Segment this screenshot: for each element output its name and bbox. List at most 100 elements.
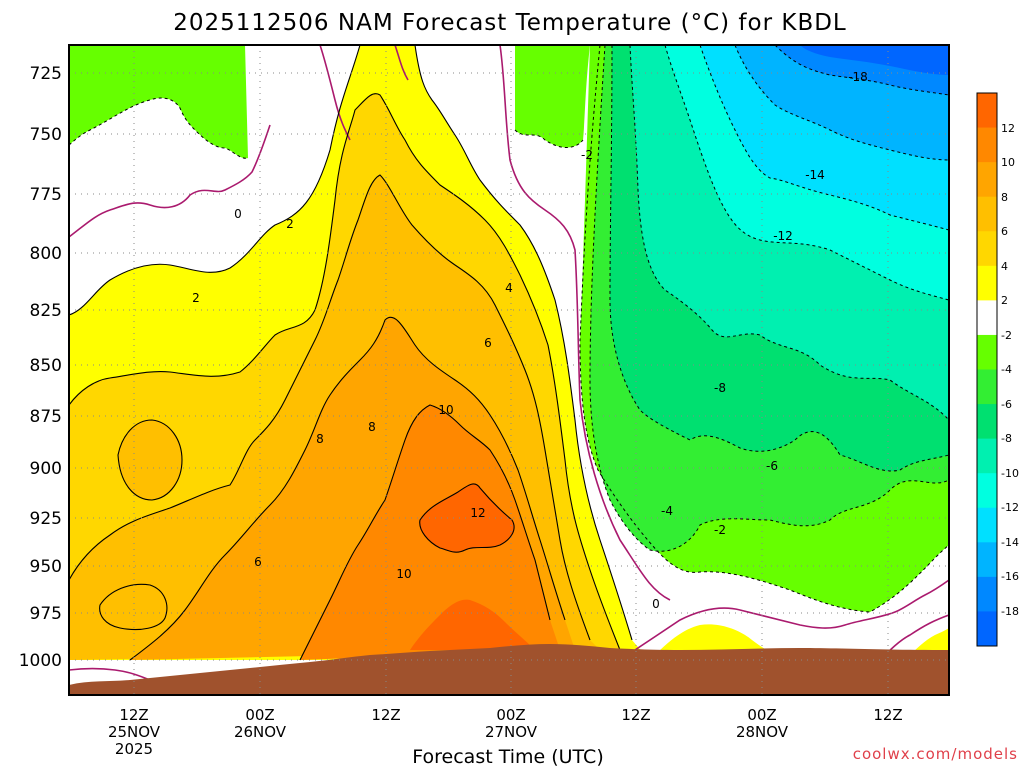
- colorbar-label: -16: [1001, 570, 1019, 583]
- colorbar-swatch: [977, 162, 997, 198]
- x-tick-hour: 12Z: [371, 706, 400, 724]
- colorbar-label: 8: [1001, 191, 1008, 204]
- colorbar-label: 10: [1001, 156, 1015, 169]
- y-tick-label: 900: [30, 459, 62, 479]
- warm-contours: [69, 45, 633, 661]
- x-tick-hour: 00Z: [245, 706, 274, 724]
- colorbar-label: 4: [1001, 260, 1008, 273]
- contour-label-12: 12: [470, 506, 485, 520]
- colorbar-label: -6: [1001, 398, 1012, 411]
- cold-contours: [69, 45, 949, 613]
- contour-label-zero-high: 0: [234, 207, 242, 221]
- colorbar-swatch: [977, 196, 997, 232]
- band-plus-12-lower: [410, 599, 535, 650]
- credit-text[interactable]: coolwx.com/models: [853, 745, 1018, 763]
- band-plus-6-bubble-low: [99, 584, 167, 630]
- x-tick-date: 28NOV: [736, 723, 789, 741]
- y-tick-label: 925: [30, 509, 62, 529]
- contour-label-minus-14: -14: [805, 168, 825, 182]
- colorbar-frame: [976, 92, 998, 647]
- colorbar-label: 2: [1001, 294, 1008, 307]
- colorbar-swatch: [977, 404, 997, 440]
- y-tick-label: 975: [30, 604, 62, 624]
- contour-label-zero-low: 0: [652, 597, 660, 611]
- colorbar-swatch: [977, 473, 997, 509]
- y-tick-label: 950: [30, 557, 62, 577]
- contour-label-6-left: 6: [254, 555, 262, 569]
- warm-bands: [69, 45, 949, 661]
- colorbar-label: -10: [1001, 467, 1019, 480]
- x-axis-title: Forecast Time (UTC): [412, 746, 603, 768]
- band-minus-18: [800, 45, 949, 75]
- y-tick-label: 800: [30, 244, 62, 264]
- y-tick-label: 1000: [19, 651, 62, 671]
- colorbar-label: -14: [1001, 536, 1019, 549]
- colorbar-label: -8: [1001, 432, 1012, 445]
- contour-label-10-lower: 10: [396, 567, 411, 581]
- contour-label-8-right: 8: [368, 420, 376, 434]
- colorbar-swatch: [977, 542, 997, 578]
- colorbar-swatch: [977, 93, 997, 129]
- x-tick-date: 26NOV: [234, 723, 287, 741]
- colorbar-label: 6: [1001, 225, 1008, 238]
- colorbar-label: -18: [1001, 605, 1019, 618]
- contour-label-2-left: 2: [192, 291, 200, 305]
- cold-bands: [580, 45, 949, 612]
- y-tick-label: 850: [30, 356, 62, 376]
- colorbar-swatch: [977, 507, 997, 543]
- colorbar: 12 10 8 6 4 2 -2 -4 -6 -8 -10 -12 -14 -1…: [976, 92, 1019, 647]
- colorbar-swatch: [977, 265, 997, 301]
- x-tick-hour: 12Z: [621, 706, 650, 724]
- colorbar-swatch: [977, 300, 997, 336]
- y-tick-label: 825: [30, 301, 62, 321]
- contour-label-2-upper: 2: [286, 217, 294, 231]
- colorbar-swatches: [977, 93, 997, 647]
- band-plus-12-core: [419, 483, 515, 553]
- colorbar-labels: 12 10 8 6 4 2 -2 -4 -6 -8 -10 -12 -14 -1…: [1001, 122, 1019, 618]
- terrain-surface: [69, 644, 949, 695]
- band-minus-2-upper-left: [69, 45, 248, 159]
- x-tick-date: 25NOV: [108, 723, 161, 741]
- contour-labels: -18 -14 -12 -8 -6 -4 -2 -2 0 0 2 2 4 6 6…: [192, 70, 868, 611]
- x-tick-date: 27NOV: [485, 723, 538, 741]
- contour-label-minus-8: -8: [714, 381, 726, 395]
- colorbar-swatch: [977, 127, 997, 163]
- colorbar-label: -12: [1001, 501, 1019, 514]
- colorbar-swatch: [977, 334, 997, 370]
- contour-label-4: 4: [505, 281, 513, 295]
- y-tick-label: 775: [30, 185, 62, 205]
- contour-label-minus-2-low: -2: [714, 523, 726, 537]
- colorbar-swatch: [977, 576, 997, 612]
- colorbar-label: 12: [1001, 122, 1015, 135]
- x-tick-hour: 00Z: [496, 706, 525, 724]
- x-axis: 12Z 25NOV 2025 00Z 26NOV 12Z 00Z 27NOV 1…: [108, 706, 903, 758]
- contour-label-minus-2-high: -2: [581, 148, 593, 162]
- x-tick-year: 2025: [115, 740, 153, 758]
- contour-label-minus-12: -12: [773, 229, 793, 243]
- gridlines: [69, 45, 949, 695]
- y-tick-label: 875: [30, 407, 62, 427]
- colorbar-swatch: [977, 369, 997, 405]
- freezing-contours: [69, 45, 949, 681]
- contour-label-8-left: 8: [316, 432, 324, 446]
- plot-frame: [68, 44, 950, 696]
- colorbar-label: -2: [1001, 329, 1012, 342]
- x-tick-hour: 00Z: [747, 706, 776, 724]
- colorbar-label: -4: [1001, 363, 1012, 376]
- x-tick-hour: 12Z: [873, 706, 902, 724]
- contour-label-minus-6: -6: [766, 459, 778, 473]
- contour-label-6-right: 6: [484, 336, 492, 350]
- colorbar-swatch: [977, 438, 997, 474]
- plot-area: -18 -14 -12 -8 -6 -4 -2 -2 0 0 2 2 4 6 6…: [69, 45, 949, 695]
- colorbar-swatch: [977, 231, 997, 267]
- y-tick-label: 725: [30, 64, 62, 84]
- contour-label-minus-18: -18: [848, 70, 868, 84]
- band-plus-6-bubble-left: [118, 420, 182, 500]
- colorbar-swatch: [977, 611, 997, 647]
- chart-title: 2025112506 NAM Forecast Temperature (°C)…: [173, 10, 847, 36]
- x-tick-hour: 12Z: [119, 706, 148, 724]
- contour-label-10-upper: 10: [438, 403, 453, 417]
- y-axis: 725 750 775 800 825 850 875 900 925 950 …: [19, 64, 62, 671]
- contour-label-minus-4: -4: [661, 504, 673, 518]
